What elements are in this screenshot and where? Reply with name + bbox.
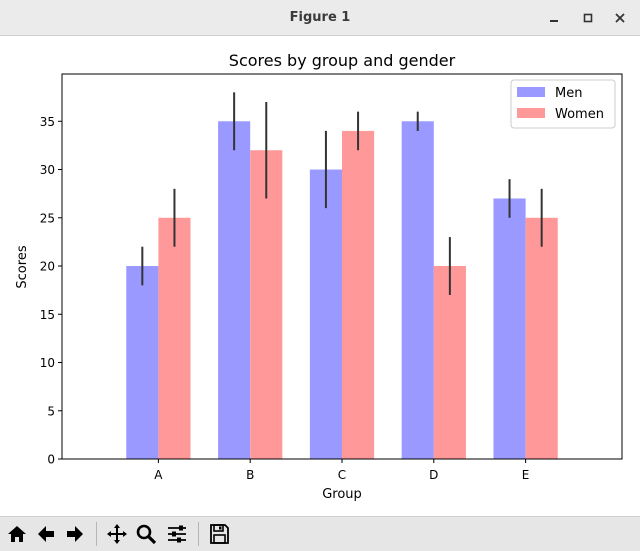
legend-swatch-women bbox=[517, 108, 545, 118]
figure-canvas[interactable]: Scores by group and gender 0 5 10 15 20 25 30 3… bbox=[0, 36, 640, 516]
bar-men-d bbox=[401, 121, 434, 459]
x-tick-label: B bbox=[246, 468, 254, 482]
maximize-icon[interactable] bbox=[578, 8, 598, 28]
x-axis-label: Group bbox=[322, 487, 362, 502]
x-tick-label: A bbox=[154, 468, 163, 482]
configure-subplots-icon[interactable] bbox=[164, 521, 190, 547]
bar-women-d bbox=[433, 266, 466, 459]
y-tick-label: 20 bbox=[40, 260, 55, 274]
window-title: Figure 1 bbox=[289, 10, 351, 25]
x-tick-label: C bbox=[338, 468, 346, 482]
y-tick-label: 5 bbox=[47, 404, 55, 418]
bar-women-e bbox=[525, 217, 558, 459]
bar-chart: Scores by group and gender 0 5 10 15 20 25 30 3… bbox=[15, 51, 623, 502]
legend-label-men: Men bbox=[555, 86, 582, 101]
y-tick-label: 30 bbox=[40, 163, 55, 177]
pan-move-icon[interactable] bbox=[104, 521, 130, 547]
y-tick-label: 35 bbox=[40, 115, 55, 129]
chart-title: Scores by group and gender bbox=[229, 51, 456, 70]
bar-women-b bbox=[250, 150, 283, 459]
bar-men-b bbox=[218, 121, 251, 459]
y-axis-label: Scores bbox=[15, 245, 30, 288]
bar-men-a bbox=[126, 266, 159, 459]
home-icon[interactable] bbox=[4, 521, 30, 547]
toolbar-separator bbox=[198, 522, 199, 546]
back-arrow-icon[interactable] bbox=[33, 521, 59, 547]
close-icon[interactable] bbox=[610, 8, 630, 28]
y-tick-label: 15 bbox=[40, 308, 55, 322]
legend: Men Women bbox=[510, 79, 616, 129]
bar-women-c bbox=[342, 130, 375, 460]
legend-label-women: Women bbox=[555, 107, 604, 122]
forward-arrow-icon[interactable] bbox=[62, 521, 88, 547]
bar-men-e bbox=[493, 198, 526, 459]
minimize-icon[interactable] bbox=[544, 8, 564, 28]
x-tick-label: E bbox=[522, 468, 530, 482]
legend-swatch-men bbox=[517, 87, 545, 97]
zoom-magnifier-icon[interactable] bbox=[133, 521, 159, 547]
y-tick-label: 10 bbox=[40, 356, 55, 370]
window-titlebar: Figure 1 bbox=[0, 0, 640, 36]
save-floppy-icon[interactable] bbox=[206, 521, 232, 547]
navigation-toolbar bbox=[0, 516, 640, 551]
y-tick-label: 25 bbox=[40, 211, 55, 225]
y-tick-label: 0 bbox=[47, 453, 55, 467]
x-tick-label: D bbox=[429, 468, 438, 482]
bar-men-c bbox=[309, 169, 342, 460]
bar-women-a bbox=[158, 217, 191, 459]
toolbar-separator bbox=[96, 522, 97, 546]
